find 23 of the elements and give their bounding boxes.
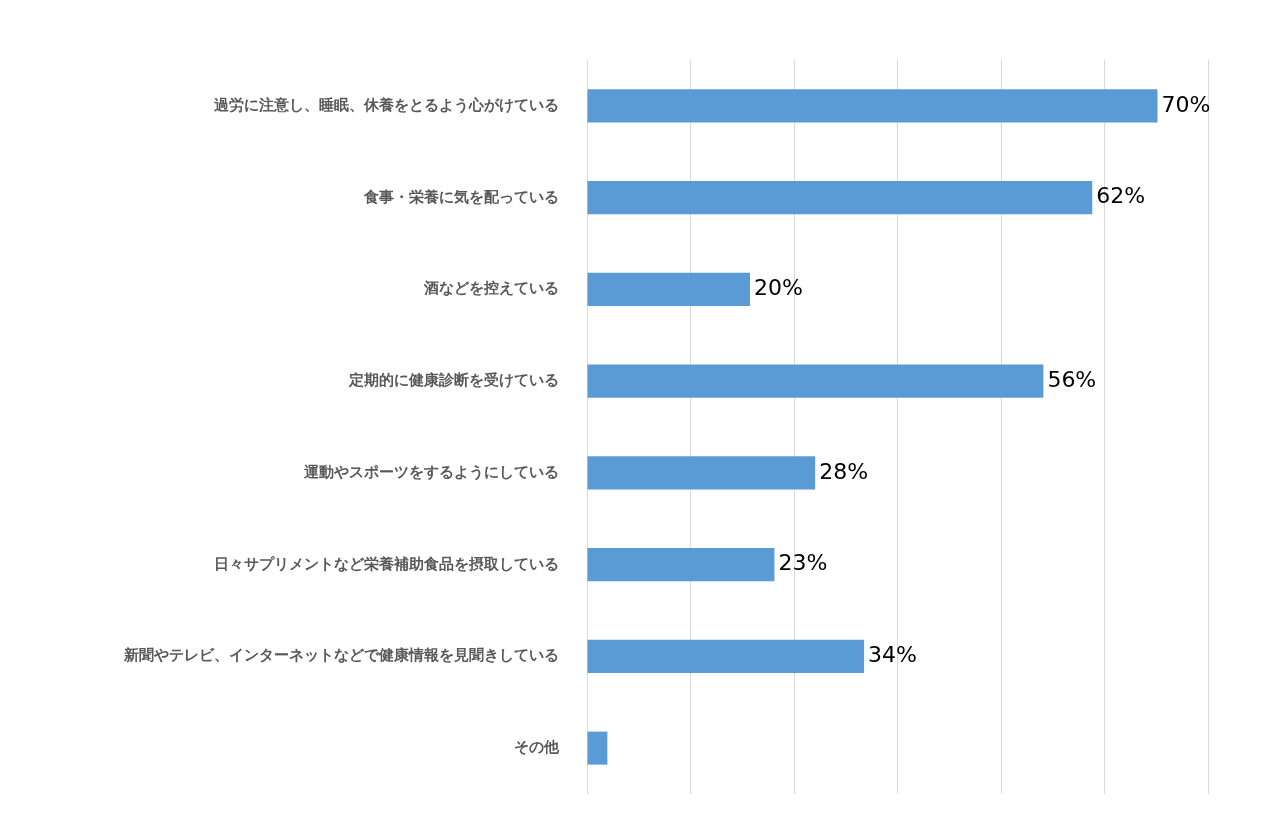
y-tick-label: 過労に注意し、睡眠、休養をとるよう心がけている — [213, 95, 559, 114]
data-label: 23% — [778, 550, 828, 576]
data-label: 34% — [868, 642, 917, 668]
y-tick-label: 酒などを控えている — [423, 279, 559, 298]
bar — [587, 272, 750, 306]
bar — [587, 639, 865, 673]
data-label: 20% — [753, 275, 803, 301]
data-label: 70% — [1161, 91, 1211, 117]
y-tick-label: 新聞やテレビ、インターネットなどで健康情報を見聞きしている — [123, 646, 559, 665]
bar — [587, 89, 1158, 123]
data-label: 28% — [819, 458, 869, 484]
data-label: 62% — [1096, 183, 1146, 209]
bar — [587, 364, 1044, 398]
bar — [587, 181, 1093, 215]
y-tick-label: 食事・栄養に気を配っている — [363, 187, 559, 206]
bar — [587, 456, 816, 490]
bar — [587, 548, 775, 582]
bar — [587, 731, 608, 765]
y-tick-label: 定期的に健康診断を受けている — [348, 371, 559, 390]
y-tick-label: 運動やスポーツをするようにしている — [303, 462, 559, 481]
y-tick-label: その他 — [514, 738, 560, 757]
y-tick-label: 日々サプリメントなど栄養補助食品を摂取している — [214, 554, 559, 573]
data-label: 56% — [1047, 366, 1097, 392]
